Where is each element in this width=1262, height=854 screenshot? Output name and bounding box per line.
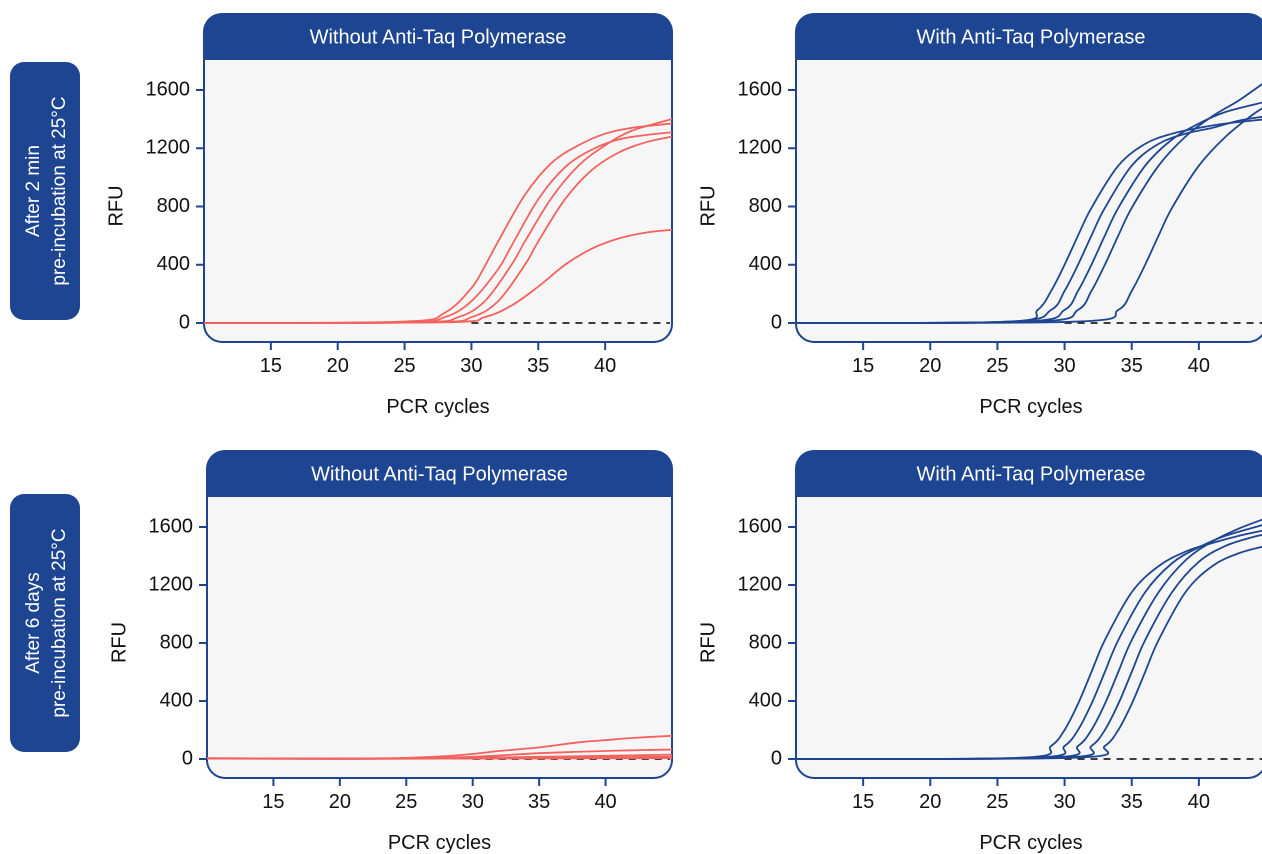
x-tick-label: 35 bbox=[528, 791, 550, 813]
y-tick-label: 1600 bbox=[738, 78, 783, 100]
panel-header bbox=[207, 451, 672, 497]
plot-frame bbox=[206, 450, 673, 779]
y-tick-label: 1600 bbox=[149, 515, 194, 537]
row-label-2-pill bbox=[10, 494, 80, 752]
x-tick-label: 15 bbox=[852, 355, 874, 377]
x-tick-label: 15 bbox=[852, 791, 874, 813]
y-tick-label: 1600 bbox=[146, 78, 191, 100]
x-tick-label: 40 bbox=[1188, 355, 1210, 377]
y-tick-label: 1600 bbox=[738, 515, 783, 537]
x-tick-label: 35 bbox=[1121, 355, 1143, 377]
row-label-1: After 2 min pre-incubation at 25°C bbox=[10, 62, 80, 320]
y-tick-label: 400 bbox=[749, 689, 782, 711]
row-label-2: After 6 days pre-incubation at 25°C bbox=[10, 494, 80, 752]
panel-header bbox=[796, 451, 1262, 497]
y-tick-label: 400 bbox=[157, 253, 190, 275]
x-tick-label: 30 bbox=[1053, 791, 1075, 813]
series-line-2 bbox=[796, 115, 1262, 324]
series-line-4 bbox=[796, 83, 1262, 324]
x-tick-label: 30 bbox=[462, 791, 484, 813]
chart-title: Without Anti-Taq Polymerase bbox=[311, 463, 568, 485]
y-axis-label: RFU bbox=[697, 622, 719, 663]
chart-title: With Anti-Taq Polymerase bbox=[917, 463, 1146, 485]
x-tick-label: 35 bbox=[527, 355, 549, 377]
x-tick-label: 20 bbox=[327, 355, 349, 377]
x-tick-label: 30 bbox=[1053, 355, 1075, 377]
x-tick-label: 25 bbox=[395, 791, 417, 813]
y-tick-label: 0 bbox=[179, 311, 190, 333]
row-label-1-line2: pre-incubation at 25°C bbox=[49, 96, 70, 285]
x-tick-label: 25 bbox=[986, 355, 1008, 377]
x-tick-label: 20 bbox=[919, 791, 941, 813]
x-axis-label: PCR cycles bbox=[386, 396, 489, 418]
plot-frame bbox=[795, 13, 1262, 343]
y-tick-label: 400 bbox=[749, 253, 782, 275]
x-tick-label: 15 bbox=[262, 791, 284, 813]
plot-background bbox=[796, 451, 1262, 778]
chart-title: With Anti-Taq Polymerase bbox=[917, 26, 1146, 48]
y-tick-label: 0 bbox=[771, 747, 782, 769]
y-tick-label: 1200 bbox=[149, 573, 194, 595]
x-tick-label: 30 bbox=[460, 355, 482, 377]
x-axis-label: PCR cycles bbox=[979, 396, 1082, 418]
x-tick-label: 40 bbox=[594, 355, 616, 377]
y-tick-label: 800 bbox=[157, 195, 190, 217]
chart-panel-2: With Anti-Taq Polymerase 0 400 800 1200 1600 1… bbox=[697, 13, 1262, 418]
row-label-2-line1: After 6 days bbox=[23, 572, 44, 673]
plot-background bbox=[207, 451, 672, 778]
plot-frame bbox=[795, 450, 1262, 779]
y-tick-label: 1200 bbox=[738, 137, 783, 159]
y-tick-label: 800 bbox=[160, 631, 193, 653]
x-tick-label: 40 bbox=[594, 791, 616, 813]
row-label-1-line1: After 2 min bbox=[23, 145, 44, 237]
y-tick-label: 800 bbox=[749, 195, 782, 217]
y-tick-label: 400 bbox=[160, 689, 193, 711]
plot-background bbox=[204, 14, 672, 342]
plot-background bbox=[796, 14, 1262, 342]
row-label-2-line2: pre-incubation at 25°C bbox=[49, 528, 70, 717]
x-axis-label: PCR cycles bbox=[979, 832, 1082, 854]
x-tick-label: 25 bbox=[986, 791, 1008, 813]
chart-panel-4: With Anti-Taq Polymerase 0 400 800 1200 1600 1… bbox=[697, 450, 1262, 854]
chart-panel-3: Without Anti-Taq Polymerase 0 400 800 1200 16… bbox=[108, 450, 673, 854]
y-axis-label: RFU bbox=[108, 622, 130, 663]
y-tick-label: 0 bbox=[771, 311, 782, 333]
chart-title: Without Anti-Taq Polymerase bbox=[310, 26, 567, 48]
x-tick-label: 35 bbox=[1121, 791, 1143, 813]
chart-panel-1: Without Anti-Taq Polymerase 0 400 800 1200 16… bbox=[105, 13, 673, 418]
chart-panels: Without Anti-Taq Polymerase0400800120016… bbox=[105, 13, 1262, 854]
plot-frame bbox=[203, 13, 673, 343]
panel-header bbox=[796, 14, 1262, 60]
row-label-1-pill bbox=[10, 62, 80, 320]
x-tick-label: 20 bbox=[329, 791, 351, 813]
x-tick-label: 15 bbox=[260, 355, 282, 377]
y-axis-label: RFU bbox=[105, 185, 127, 226]
y-tick-label: 0 bbox=[182, 747, 193, 769]
x-tick-label: 40 bbox=[1188, 791, 1210, 813]
series-line-5 bbox=[796, 545, 1262, 760]
series-line-5 bbox=[796, 107, 1262, 324]
series-line-1 bbox=[204, 122, 672, 324]
series-line-5 bbox=[207, 757, 672, 760]
x-tick-label: 20 bbox=[919, 355, 941, 377]
x-axis-label: PCR cycles bbox=[388, 832, 491, 854]
y-tick-label: 1200 bbox=[738, 573, 783, 595]
series-line-1 bbox=[796, 118, 1262, 324]
y-tick-label: 800 bbox=[749, 631, 782, 653]
panel-header bbox=[204, 14, 672, 60]
y-tick-label: 1200 bbox=[146, 137, 191, 159]
y-axis-label: RFU bbox=[697, 185, 719, 226]
x-tick-label: 25 bbox=[393, 355, 415, 377]
series-line-5 bbox=[204, 228, 672, 324]
